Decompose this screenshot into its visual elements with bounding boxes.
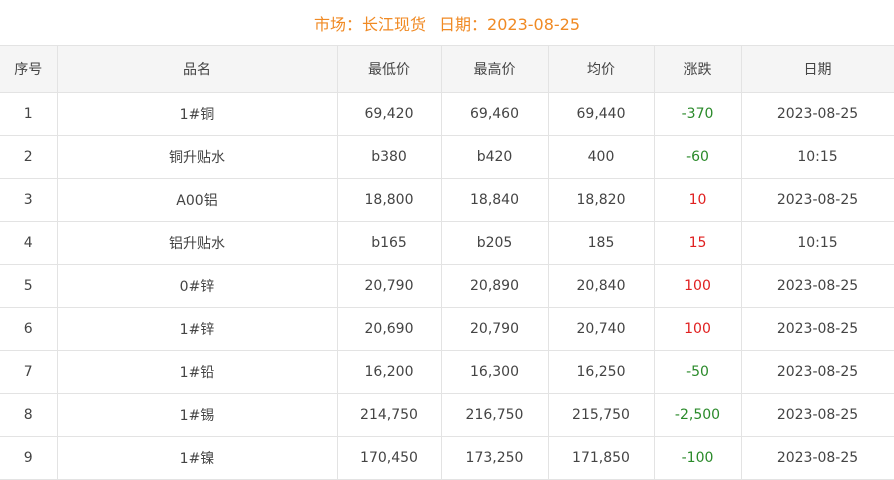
cell-index: 6 xyxy=(0,307,58,351)
date-label: 日期：2023-08-25 xyxy=(439,15,581,34)
cell-avg-price: 215,750 xyxy=(547,393,655,437)
cell-date: 2023-08-25 xyxy=(740,350,894,394)
header-date: 日期 xyxy=(740,45,894,93)
cell-index: 3 xyxy=(0,178,58,222)
cell-change: -100 xyxy=(653,436,742,480)
header-avg-price: 均价 xyxy=(547,45,655,93)
cell-name: 1#铜 xyxy=(56,92,338,136)
cell-change: -2,500 xyxy=(653,393,742,437)
cell-high-price: b420 xyxy=(440,135,549,179)
table-row: 9 1#镍 170,450 173,250 171,850 -100 2023-08-25 xyxy=(0,436,894,480)
cell-date: 2023-08-25 xyxy=(740,264,894,308)
cell-avg-price: 185 xyxy=(547,221,655,265)
header-row: 序号 品名 最低价 最高价 均价 涨跌 日期 xyxy=(0,45,894,93)
cell-date: 2023-08-25 xyxy=(740,436,894,480)
cell-high-price: b205 xyxy=(440,221,549,265)
market-label: 市场：长江现货 xyxy=(313,15,426,34)
cell-avg-price: 69,440 xyxy=(547,92,655,136)
cell-date: 10:15 xyxy=(740,221,894,265)
cell-date: 2023-08-25 xyxy=(740,307,894,351)
cell-name: A00铝 xyxy=(56,178,338,222)
cell-avg-price: 16,250 xyxy=(547,350,655,394)
cell-index: 4 xyxy=(0,221,58,265)
cell-index: 8 xyxy=(0,393,58,437)
table-row: 5 0#锌 20,790 20,890 20,840 100 2023-08-25 xyxy=(0,264,894,308)
cell-low-price: 69,420 xyxy=(336,92,442,136)
cell-name: 1#锌 xyxy=(56,307,338,351)
cell-low-price: b380 xyxy=(336,135,442,179)
cell-low-price: 20,790 xyxy=(336,264,442,308)
table-row: 1 1#铜 69,420 69,460 69,440 -370 2023-08-25 xyxy=(0,92,894,136)
header-low-price: 最低价 xyxy=(336,45,442,93)
cell-index: 2 xyxy=(0,135,58,179)
cell-avg-price: 18,820 xyxy=(547,178,655,222)
cell-change: 100 xyxy=(653,264,742,308)
cell-index: 5 xyxy=(0,264,58,308)
cell-name: 1#镍 xyxy=(56,436,338,480)
table-row: 2 铜升贴水 b380 b420 400 -60 10:15 xyxy=(0,135,894,179)
cell-high-price: 173,250 xyxy=(440,436,549,480)
cell-high-price: 69,460 xyxy=(440,92,549,136)
cell-name: 0#锌 xyxy=(56,264,338,308)
cell-name: 1#锡 xyxy=(56,393,338,437)
table-row: 6 1#锌 20,690 20,790 20,740 100 2023-08-25 xyxy=(0,307,894,351)
cell-high-price: 16,300 xyxy=(440,350,549,394)
cell-low-price: 214,750 xyxy=(336,393,442,437)
cell-date: 2023-08-25 xyxy=(740,178,894,222)
header-change: 涨跌 xyxy=(653,45,742,93)
cell-change: -60 xyxy=(653,135,742,179)
cell-index: 1 xyxy=(0,92,58,136)
cell-low-price: 170,450 xyxy=(336,436,442,480)
table-row: 7 1#铅 16,200 16,300 16,250 -50 2023-08-25 xyxy=(0,350,894,394)
cell-change: 10 xyxy=(653,178,742,222)
cell-low-price: 16,200 xyxy=(336,350,442,394)
table-row: 3 A00铝 18,800 18,840 18,820 10 2023-08-25 xyxy=(0,178,894,222)
cell-high-price: 18,840 xyxy=(440,178,549,222)
table-row: 8 1#锡 214,750 216,750 215,750 -2,500 2023-08-2… xyxy=(0,393,894,437)
cell-change: -370 xyxy=(653,92,742,136)
cell-index: 7 xyxy=(0,350,58,394)
cell-name: 铝升贴水 xyxy=(56,221,338,265)
table-row: 4 铝升贴水 b165 b205 185 15 10:15 xyxy=(0,221,894,265)
header-name: 品名 xyxy=(56,45,338,93)
cell-low-price: 20,690 xyxy=(336,307,442,351)
cell-change: 15 xyxy=(653,221,742,265)
header-index: 序号 xyxy=(0,45,58,93)
cell-high-price: 20,890 xyxy=(440,264,549,308)
page-title: 市场：长江现货 日期：2023-08-25 xyxy=(0,0,894,45)
cell-date: 10:15 xyxy=(740,135,894,179)
cell-date: 2023-08-25 xyxy=(740,393,894,437)
cell-change: 100 xyxy=(653,307,742,351)
cell-avg-price: 171,850 xyxy=(547,436,655,480)
cell-index: 9 xyxy=(0,436,58,480)
price-table: 序号 品名 最低价 最高价 均价 涨跌 日期 1 1#铜 69,420 69,460 69,440-… xyxy=(0,45,894,480)
cell-avg-price: 20,740 xyxy=(547,307,655,351)
cell-avg-price: 400 xyxy=(547,135,655,179)
cell-change: -50 xyxy=(653,350,742,394)
cell-high-price: 216,750 xyxy=(440,393,549,437)
header-high-price: 最高价 xyxy=(440,45,549,93)
cell-date: 2023-08-25 xyxy=(740,92,894,136)
cell-low-price: 18,800 xyxy=(336,178,442,222)
cell-name: 1#铅 xyxy=(56,350,338,394)
cell-avg-price: 20,840 xyxy=(547,264,655,308)
cell-name: 铜升贴水 xyxy=(56,135,338,179)
cell-high-price: 20,790 xyxy=(440,307,549,351)
cell-low-price: b165 xyxy=(336,221,442,265)
